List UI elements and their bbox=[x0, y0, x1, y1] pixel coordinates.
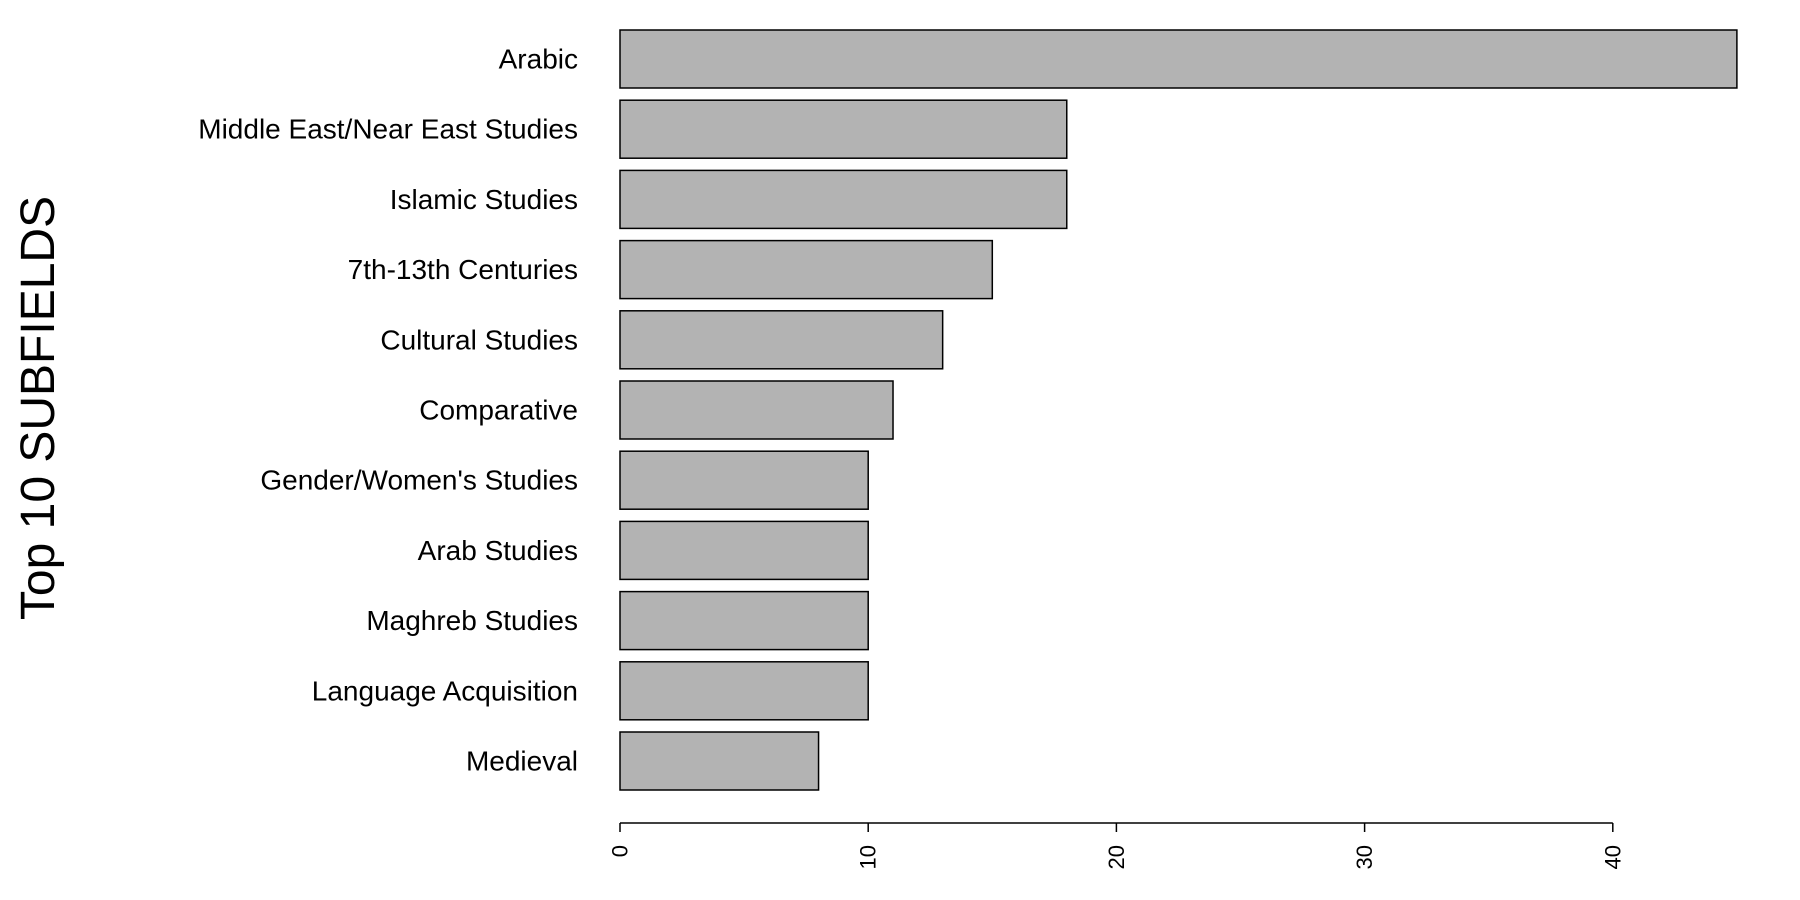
bars-group bbox=[619, 29, 1738, 791]
bar bbox=[619, 731, 820, 791]
category-label: Gender/Women's Studies bbox=[260, 465, 578, 496]
category-label: Cultural Studies bbox=[380, 324, 578, 355]
bar bbox=[619, 239, 994, 300]
category-label: Middle East/Near East Studies bbox=[198, 114, 578, 145]
bar bbox=[619, 520, 869, 581]
x-tick-label: 30 bbox=[1352, 845, 1377, 869]
bar bbox=[619, 380, 894, 440]
x-tick-label: 20 bbox=[1104, 845, 1129, 869]
category-label: Medieval bbox=[466, 746, 578, 777]
category-labels-group: Arabic Middle East/Near East Studies Islam… bbox=[198, 44, 578, 777]
x-axis: 0 10 20 30 40 bbox=[608, 822, 1625, 869]
x-tick-label: 0 bbox=[608, 845, 633, 857]
x-tick-label: 10 bbox=[856, 845, 881, 869]
bar bbox=[619, 99, 1068, 159]
category-label: Islamic Studies bbox=[390, 184, 578, 215]
category-label: Comparative bbox=[419, 395, 578, 426]
bar bbox=[619, 450, 869, 510]
x-tick-label: 40 bbox=[1600, 845, 1625, 869]
bar bbox=[619, 169, 1068, 230]
category-label: Arab Studies bbox=[418, 535, 578, 566]
y-axis-label: Top 10 SUBFIELDS bbox=[12, 196, 65, 620]
bar bbox=[619, 310, 944, 370]
bar bbox=[619, 590, 869, 651]
category-label: 7th-13th Centuries bbox=[348, 254, 578, 285]
bar bbox=[619, 661, 869, 721]
category-label: Arabic bbox=[499, 44, 578, 75]
bar bbox=[619, 29, 1738, 89]
category-label: Maghreb Studies bbox=[366, 605, 578, 636]
category-label: Language Acquisition bbox=[312, 675, 578, 706]
